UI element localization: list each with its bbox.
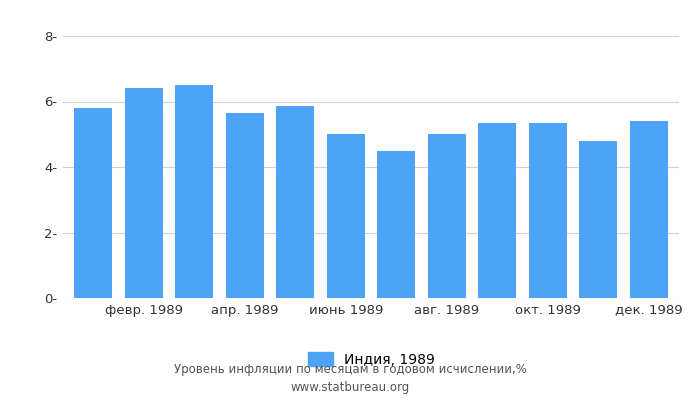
- Bar: [74, 108, 112, 298]
- Bar: [428, 134, 466, 298]
- Bar: [478, 123, 516, 298]
- Bar: [175, 85, 214, 298]
- Bar: [630, 121, 668, 298]
- Bar: [377, 151, 415, 298]
- Text: Уровень инфляции по месяцам в годовом исчислении,%: Уровень инфляции по месяцам в годовом ис…: [174, 364, 526, 376]
- Bar: [226, 113, 264, 298]
- Bar: [327, 134, 365, 298]
- Text: www.statbureau.org: www.statbureau.org: [290, 382, 410, 394]
- Bar: [276, 106, 314, 298]
- Bar: [528, 123, 567, 298]
- Legend: Индия, 1989: Индия, 1989: [307, 352, 435, 367]
- Bar: [580, 141, 617, 298]
- Bar: [125, 88, 162, 298]
